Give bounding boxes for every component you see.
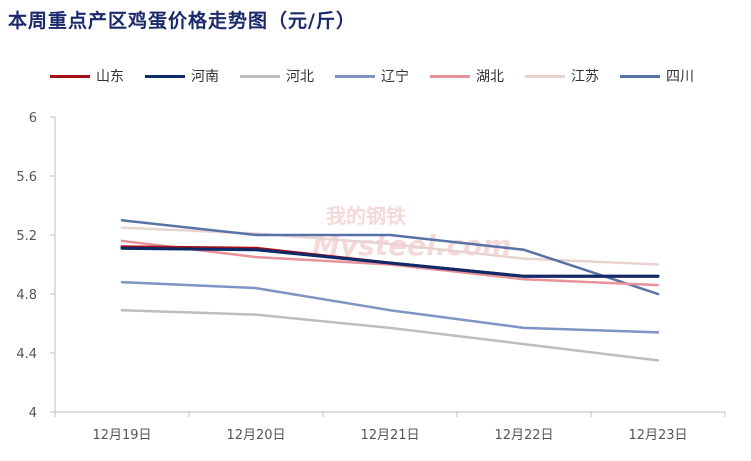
series-line-2 (120, 308, 660, 362)
x-tick-label: 12月23日 (628, 428, 687, 443)
legend-item: 四川 (620, 66, 694, 86)
legend-swatch (145, 74, 185, 78)
legend-label: 湖北 (476, 69, 504, 85)
legend-swatch (430, 74, 470, 78)
y-tick-label: 4.4 (16, 347, 37, 362)
legend-swatch (50, 74, 90, 78)
y-tick-label: 4 (29, 406, 37, 421)
legend-swatch (240, 74, 280, 78)
legend-item: 河北 (240, 66, 314, 86)
x-tick-label: 12月22日 (494, 428, 553, 443)
legend-item: 山东 (50, 66, 124, 86)
y-tick-label: 5.2 (16, 229, 37, 244)
legend: 山东 河南 河北 辽宁 湖北 江苏 四川 (50, 66, 715, 86)
legend-item: 河南 (145, 66, 219, 86)
legend-label: 江苏 (571, 69, 599, 85)
y-tick-label: 5.6 (16, 170, 37, 185)
legend-label: 河北 (286, 69, 314, 85)
legend-label: 山东 (96, 69, 124, 85)
chart-title: 本周重点产区鸡蛋价格走势图（元/斤） (8, 10, 356, 32)
x-tick-label: 12月20日 (226, 428, 285, 443)
y-tick-label: 4.8 (16, 288, 37, 303)
legend-swatch (525, 74, 565, 78)
series-line-3 (120, 280, 660, 334)
y-tick-label: 6 (29, 111, 37, 126)
x-tick-label: 12月19日 (92, 428, 151, 443)
legend-item: 辽宁 (335, 66, 409, 86)
legend-swatch (620, 74, 660, 78)
series-line-5 (120, 226, 660, 266)
legend-label: 四川 (666, 69, 694, 85)
legend-label: 河南 (191, 69, 219, 85)
legend-item: 江苏 (525, 66, 599, 86)
legend-label: 辽宁 (381, 69, 409, 85)
legend-item: 湖北 (430, 66, 504, 86)
x-tick-label: 12月21日 (360, 428, 419, 443)
legend-swatch (335, 74, 375, 78)
series-line-1 (120, 246, 660, 278)
